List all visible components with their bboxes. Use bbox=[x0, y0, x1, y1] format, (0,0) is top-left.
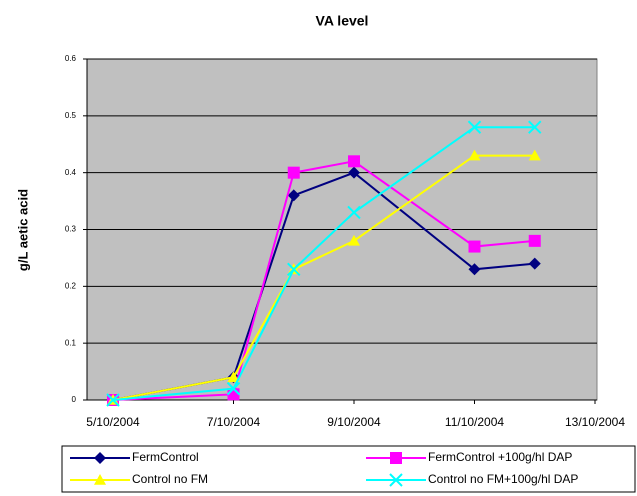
marker bbox=[467, 120, 482, 134]
marker bbox=[227, 388, 240, 401]
chart-title: VA level bbox=[316, 13, 369, 29]
marker bbox=[528, 257, 541, 270]
y-tick-label: 0.1 bbox=[65, 338, 77, 347]
marker bbox=[468, 263, 481, 276]
legend-label: Control no FM bbox=[132, 472, 208, 486]
x-tick-label: 7/10/2004 bbox=[207, 415, 261, 429]
y-axis-label: g/L aetic acid bbox=[15, 189, 30, 271]
marker bbox=[287, 166, 300, 179]
marker bbox=[348, 166, 360, 179]
marker bbox=[389, 473, 403, 487]
y-tick-label: 0.5 bbox=[65, 111, 77, 120]
marker bbox=[348, 155, 360, 168]
marker bbox=[287, 262, 301, 276]
legend-label: FermControl +100g/hl DAP bbox=[428, 450, 572, 464]
legend-label: FermControl bbox=[132, 450, 199, 464]
series-line bbox=[112, 126, 535, 401]
marker bbox=[226, 381, 241, 396]
legend-box bbox=[61, 445, 636, 493]
marker bbox=[106, 393, 120, 407]
marker bbox=[468, 240, 481, 253]
marker bbox=[528, 149, 541, 161]
marker bbox=[94, 474, 106, 485]
marker bbox=[468, 149, 481, 161]
y-tick-label: 0.4 bbox=[65, 168, 77, 177]
marker bbox=[528, 120, 542, 134]
marker bbox=[227, 371, 240, 383]
marker bbox=[347, 205, 361, 220]
marker bbox=[528, 234, 541, 247]
marker bbox=[348, 234, 360, 246]
y-tick-label: 0.6 bbox=[65, 54, 77, 63]
series-line bbox=[112, 160, 535, 401]
marker bbox=[287, 189, 300, 202]
x-tick-label: 13/10/2004 bbox=[565, 415, 625, 429]
x-tick-label: 11/10/2004 bbox=[445, 415, 504, 429]
marker bbox=[390, 452, 402, 464]
y-tick-label: 0 bbox=[72, 395, 77, 404]
y-tick-label: 0.2 bbox=[65, 281, 77, 290]
legend-label: Control no FM+100g/hl DAP bbox=[428, 472, 578, 486]
marker bbox=[94, 452, 106, 464]
x-tick-label: 9/10/2004 bbox=[327, 415, 381, 429]
y-tick-label: 0.3 bbox=[65, 225, 77, 234]
series-line bbox=[112, 154, 535, 401]
x-tick-label: 5/10/2004 bbox=[86, 415, 140, 429]
